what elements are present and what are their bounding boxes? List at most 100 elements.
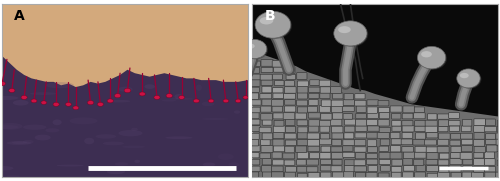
FancyBboxPatch shape [474, 140, 484, 146]
FancyBboxPatch shape [414, 113, 425, 119]
FancyBboxPatch shape [272, 106, 282, 112]
FancyBboxPatch shape [402, 172, 413, 179]
Bar [2, 39, 248, 44]
FancyBboxPatch shape [261, 80, 273, 85]
FancyBboxPatch shape [262, 99, 272, 106]
FancyBboxPatch shape [308, 99, 318, 106]
Bar [2, 96, 248, 102]
FancyBboxPatch shape [284, 67, 295, 73]
FancyBboxPatch shape [392, 126, 402, 131]
FancyBboxPatch shape [379, 127, 390, 132]
Ellipse shape [131, 128, 138, 131]
FancyBboxPatch shape [284, 87, 296, 93]
Ellipse shape [134, 160, 140, 163]
FancyBboxPatch shape [343, 140, 354, 145]
FancyBboxPatch shape [286, 126, 296, 132]
FancyBboxPatch shape [378, 100, 389, 106]
FancyBboxPatch shape [284, 160, 295, 165]
FancyBboxPatch shape [296, 73, 307, 79]
Bar [2, 148, 248, 154]
FancyBboxPatch shape [438, 114, 449, 119]
Ellipse shape [178, 96, 184, 99]
Ellipse shape [338, 26, 350, 33]
FancyBboxPatch shape [484, 126, 496, 132]
FancyBboxPatch shape [286, 119, 295, 126]
FancyBboxPatch shape [484, 166, 496, 172]
FancyBboxPatch shape [261, 67, 273, 73]
FancyBboxPatch shape [392, 121, 401, 126]
Polygon shape [2, 56, 248, 177]
Ellipse shape [107, 169, 125, 174]
FancyBboxPatch shape [390, 106, 402, 112]
Bar [2, 108, 248, 113]
FancyBboxPatch shape [392, 172, 401, 178]
FancyBboxPatch shape [404, 166, 414, 171]
FancyBboxPatch shape [331, 100, 344, 107]
FancyBboxPatch shape [496, 138, 500, 145]
Ellipse shape [124, 88, 131, 93]
FancyBboxPatch shape [472, 172, 484, 177]
FancyBboxPatch shape [414, 121, 426, 126]
FancyBboxPatch shape [320, 125, 330, 132]
FancyBboxPatch shape [261, 60, 273, 66]
Ellipse shape [244, 40, 268, 59]
Ellipse shape [166, 94, 172, 98]
FancyBboxPatch shape [274, 120, 284, 126]
FancyBboxPatch shape [413, 139, 425, 145]
Bar [2, 165, 248, 171]
Ellipse shape [170, 98, 193, 100]
Ellipse shape [228, 162, 239, 167]
FancyBboxPatch shape [460, 133, 472, 139]
FancyBboxPatch shape [462, 119, 472, 126]
Ellipse shape [6, 141, 32, 145]
FancyBboxPatch shape [320, 139, 332, 145]
Bar [2, 113, 248, 119]
FancyBboxPatch shape [355, 94, 365, 99]
FancyBboxPatch shape [272, 160, 284, 165]
FancyBboxPatch shape [366, 153, 378, 159]
FancyBboxPatch shape [248, 113, 259, 119]
FancyBboxPatch shape [378, 119, 390, 126]
FancyBboxPatch shape [497, 146, 500, 152]
Ellipse shape [84, 138, 94, 144]
FancyBboxPatch shape [474, 126, 486, 132]
FancyBboxPatch shape [342, 152, 355, 157]
FancyBboxPatch shape [260, 139, 270, 145]
FancyBboxPatch shape [262, 133, 272, 140]
FancyBboxPatch shape [403, 159, 412, 165]
Ellipse shape [0, 96, 18, 100]
FancyBboxPatch shape [308, 125, 319, 132]
FancyBboxPatch shape [296, 160, 306, 165]
Ellipse shape [242, 39, 267, 58]
FancyBboxPatch shape [284, 133, 296, 139]
Bar [2, 85, 248, 90]
FancyBboxPatch shape [344, 171, 353, 178]
Ellipse shape [223, 99, 228, 103]
FancyBboxPatch shape [320, 159, 332, 165]
FancyBboxPatch shape [309, 120, 320, 126]
Bar [2, 10, 248, 16]
FancyBboxPatch shape [262, 119, 272, 125]
FancyBboxPatch shape [438, 172, 450, 178]
FancyBboxPatch shape [401, 139, 412, 145]
FancyBboxPatch shape [366, 120, 378, 125]
FancyBboxPatch shape [379, 159, 390, 165]
FancyBboxPatch shape [272, 100, 283, 106]
FancyBboxPatch shape [462, 172, 474, 179]
FancyBboxPatch shape [248, 166, 260, 172]
FancyBboxPatch shape [484, 152, 494, 159]
Ellipse shape [139, 92, 145, 96]
Ellipse shape [9, 89, 15, 92]
FancyBboxPatch shape [272, 74, 282, 80]
Ellipse shape [218, 153, 234, 160]
FancyBboxPatch shape [262, 165, 272, 172]
FancyBboxPatch shape [496, 172, 500, 178]
FancyBboxPatch shape [448, 120, 460, 126]
Ellipse shape [0, 125, 18, 129]
FancyBboxPatch shape [426, 147, 438, 152]
FancyBboxPatch shape [426, 166, 438, 172]
FancyBboxPatch shape [414, 172, 426, 179]
FancyBboxPatch shape [404, 152, 414, 159]
FancyBboxPatch shape [321, 146, 331, 152]
FancyBboxPatch shape [332, 133, 344, 139]
